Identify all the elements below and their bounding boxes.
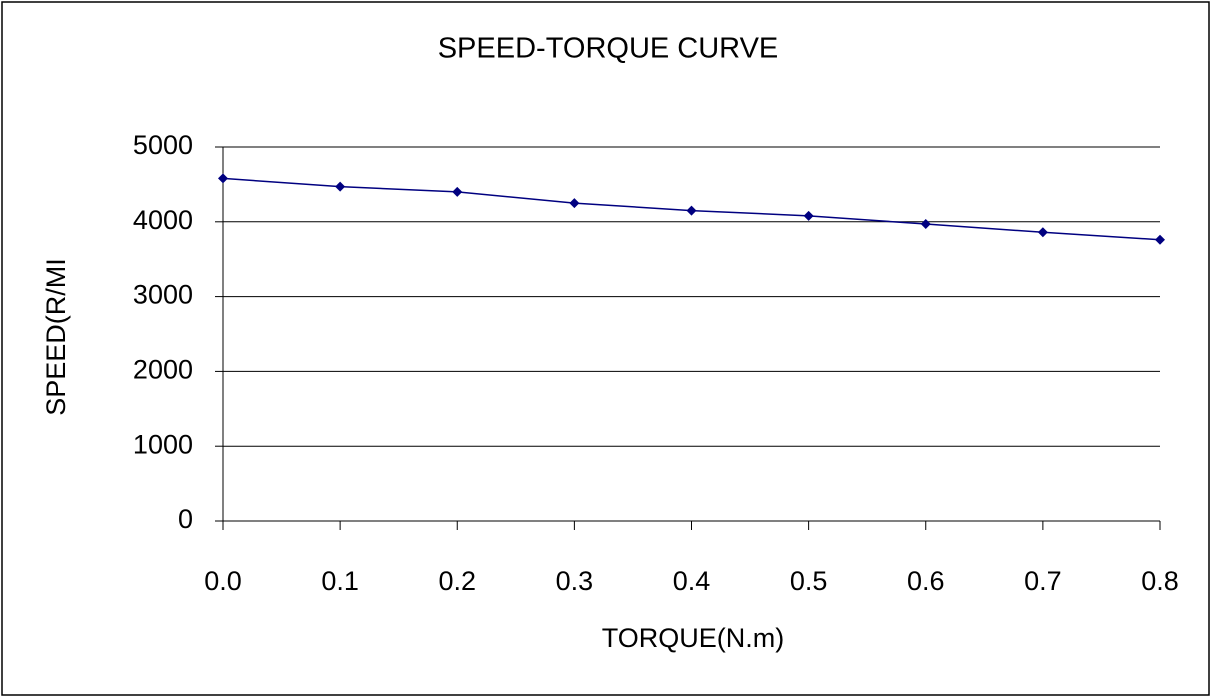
- data-point: [218, 173, 228, 184]
- data-point: [1155, 234, 1165, 245]
- y-tick-label: 1000: [133, 429, 193, 459]
- x-tick-label: 0.1: [321, 566, 359, 596]
- y-tick-label: 2000: [133, 355, 193, 385]
- x-tick-label: 0.8: [1141, 566, 1179, 596]
- y-tick-label: 3000: [133, 280, 193, 310]
- data-point: [452, 186, 463, 197]
- data-point: [335, 181, 346, 192]
- y-axis-label: SPEED(R/MI: [41, 258, 71, 416]
- chart-title: SPEED-TORQUE CURVE: [438, 33, 779, 65]
- x-tick-label: 0.7: [1024, 566, 1062, 596]
- x-tick-label: 0.0: [204, 566, 242, 596]
- x-tick-label: 0.3: [556, 566, 594, 596]
- data-point: [569, 198, 580, 209]
- data-point: [920, 219, 931, 230]
- data-point: [686, 205, 697, 216]
- x-axis-label: TORQUE(N.m): [602, 623, 785, 653]
- data-point: [803, 210, 814, 221]
- y-tick-label: 5000: [133, 130, 193, 160]
- x-tick-label: 0.5: [790, 566, 828, 596]
- y-tick-label: 0: [178, 504, 193, 534]
- x-tick-label: 0.4: [673, 566, 711, 596]
- y-tick-label: 4000: [133, 205, 193, 235]
- x-tick-label: 0.6: [907, 566, 945, 596]
- x-tick-label: 0.2: [438, 566, 476, 596]
- data-point: [1037, 227, 1048, 238]
